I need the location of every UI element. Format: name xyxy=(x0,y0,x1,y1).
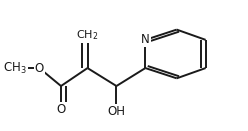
Text: CH$_3$: CH$_3$ xyxy=(3,61,27,76)
Text: N: N xyxy=(141,33,150,46)
Text: O: O xyxy=(56,103,66,116)
Text: O: O xyxy=(35,62,44,75)
Text: CH$_2$: CH$_2$ xyxy=(76,28,99,42)
Text: OH: OH xyxy=(107,105,125,118)
